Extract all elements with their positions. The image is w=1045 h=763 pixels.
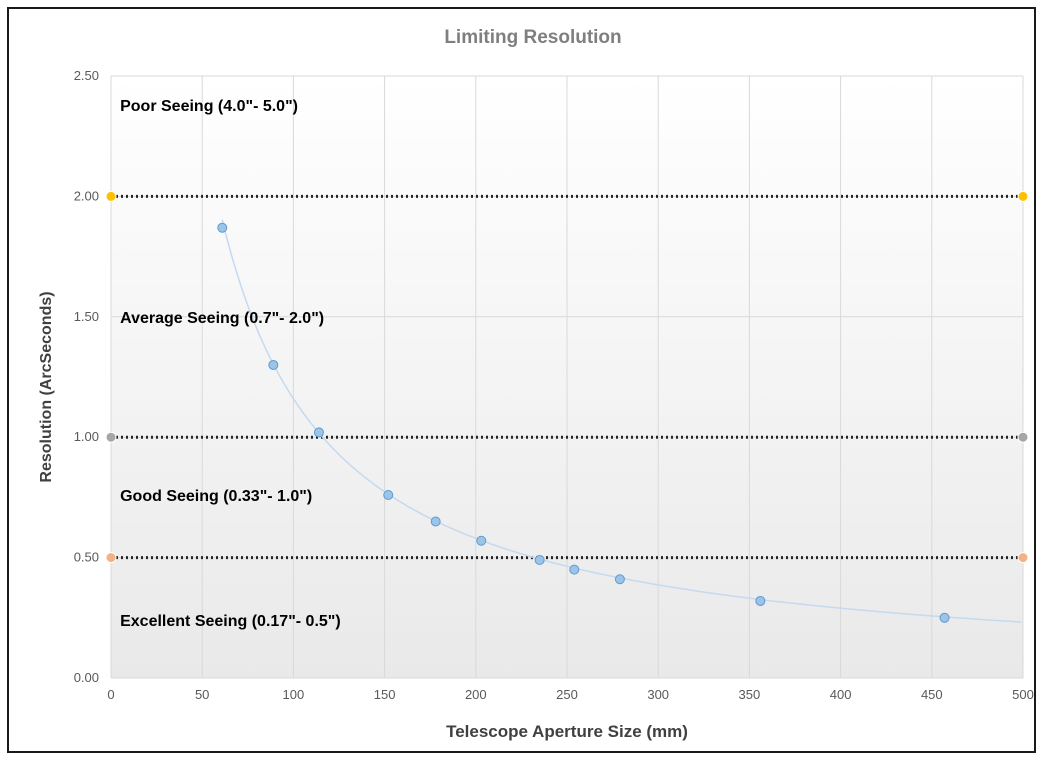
y-tick-label: 1.00 [74, 429, 99, 444]
reference-marker [1017, 190, 1029, 202]
data-point [939, 612, 950, 623]
x-tick-label: 400 [830, 687, 852, 702]
chart-frame: 0 50 100 150 200 250 300 350 400 450 500 0.00 0.50 1.… [7, 7, 1036, 753]
seeing-annotation: Excellent Seeing (0.17"- 0.5") [120, 613, 341, 630]
y-tick-label: 2.00 [74, 188, 99, 203]
y-axis-label: Resolution (ArcSeconds) [38, 291, 55, 482]
data-point [534, 555, 545, 566]
reference-marker [1017, 431, 1029, 443]
x-tick-label: 200 [465, 687, 487, 702]
x-tick-label: 150 [374, 687, 396, 702]
data-point [569, 564, 580, 575]
x-axis-label: Telescope Aperture Size (mm) [446, 722, 688, 741]
x-tick-label: 50 [195, 687, 209, 702]
y-tick-label: 2.50 [74, 68, 99, 83]
data-point [383, 489, 394, 500]
data-point [268, 359, 279, 370]
reference-marker [105, 431, 117, 443]
x-tick-label: 0 [107, 687, 114, 702]
data-point [430, 516, 441, 527]
seeing-annotation: Average Seeing (0.7"- 2.0") [120, 310, 324, 327]
y-tick-label: 0.50 [74, 550, 99, 565]
x-tick-label: 100 [283, 687, 305, 702]
data-point [755, 595, 766, 606]
seeing-annotation: Good Seeing (0.33"- 1.0") [120, 488, 312, 505]
x-tick-label: 250 [556, 687, 578, 702]
limiting-resolution-chart: 0 50 100 150 200 250 300 350 400 450 500 0.00 0.50 1.… [38, 27, 1034, 741]
x-tick-label: 300 [647, 687, 669, 702]
data-point [614, 574, 625, 585]
chart-title: Limiting Resolution [444, 27, 621, 48]
data-point [476, 535, 487, 546]
data-point [217, 222, 228, 233]
x-tick-label: 500 [1012, 687, 1034, 702]
reference-marker [105, 552, 117, 564]
x-tick-label: 450 [921, 687, 943, 702]
data-point [313, 427, 324, 438]
y-tick-label: 0.00 [74, 670, 99, 685]
y-tick-label: 1.50 [74, 309, 99, 324]
seeing-annotation: Poor Seeing (4.0"- 5.0") [120, 98, 298, 115]
reference-marker [105, 190, 117, 202]
x-tick-label: 350 [739, 687, 761, 702]
reference-marker [1017, 552, 1029, 564]
